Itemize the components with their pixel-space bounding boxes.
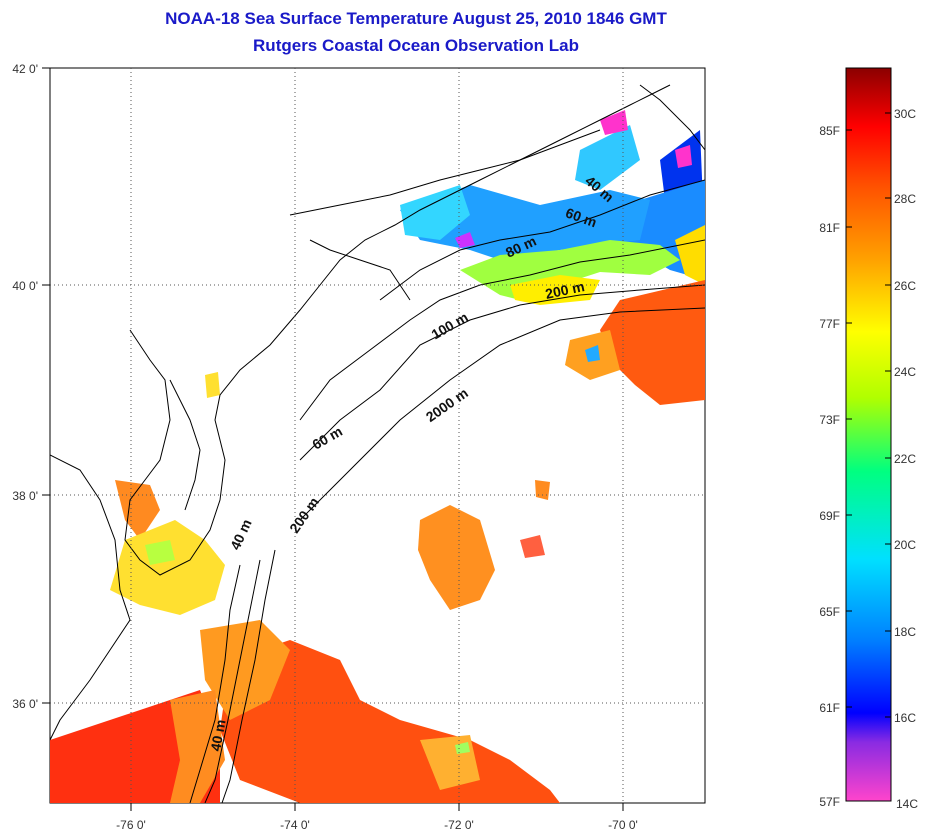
temperature-colorbar bbox=[845, 67, 892, 802]
sst-patch bbox=[600, 110, 628, 135]
colorbar-f-label: 85F bbox=[819, 124, 840, 138]
isobath-200m-north bbox=[299, 284, 705, 461]
colorbar-c-label: 16C bbox=[894, 711, 916, 725]
coastline bbox=[124, 84, 671, 576]
isobath-40m bbox=[189, 564, 241, 803]
coastline bbox=[169, 379, 201, 511]
colorbar-c-label: 24C bbox=[894, 365, 916, 379]
sst-patch bbox=[575, 125, 640, 190]
colorbar-f-label: 65F bbox=[819, 605, 840, 619]
colorbar-c-label: 22C bbox=[894, 452, 916, 466]
colorbar-c-label: 20C bbox=[894, 538, 916, 552]
isobath-60m bbox=[204, 559, 261, 803]
sst-patch bbox=[675, 225, 705, 285]
colorbar-c-label: 14C bbox=[896, 797, 918, 811]
sst-patch bbox=[200, 620, 290, 720]
isobath-100m bbox=[299, 239, 705, 421]
map-frame bbox=[49, 67, 706, 804]
colorbar-c-label: 28C bbox=[894, 192, 916, 206]
sst-patch bbox=[535, 480, 550, 500]
map-subtitle: Rutgers Coastal Ocean Observation Lab bbox=[253, 36, 579, 55]
sst-patch bbox=[400, 185, 470, 240]
colorbar-c-label: 26C bbox=[894, 279, 916, 293]
sst-patch bbox=[510, 275, 600, 305]
coastline bbox=[639, 84, 705, 151]
coastline-layer bbox=[50, 84, 705, 803]
lon-tick-label: -76 0' bbox=[116, 818, 146, 832]
axis-ticks bbox=[42, 67, 624, 811]
sst-patch bbox=[585, 345, 600, 362]
lat-tick-label: 40 0' bbox=[12, 279, 38, 293]
lon-tick-label: -74 0' bbox=[280, 818, 310, 832]
colorbar-f-label: 81F bbox=[819, 221, 840, 235]
isobath-label: 40 m bbox=[207, 718, 228, 752]
isobath-200m bbox=[221, 549, 276, 803]
sst-patch bbox=[455, 232, 475, 248]
graticule bbox=[50, 68, 705, 803]
coastline bbox=[289, 129, 601, 216]
colorbar-f-label: 73F bbox=[819, 413, 840, 427]
sst-patch bbox=[110, 520, 225, 615]
lat-tick-label: 42 0' bbox=[12, 62, 38, 76]
map-title: NOAA-18 Sea Surface Temperature August 2… bbox=[165, 9, 667, 28]
isobath-2000m bbox=[299, 307, 705, 521]
sst-data-layer bbox=[50, 110, 705, 803]
lon-tick-label: -70 0' bbox=[608, 818, 638, 832]
lat-tick-label: 36 0' bbox=[12, 697, 38, 711]
colorbar-f-label: 77F bbox=[819, 317, 840, 331]
sst-patch bbox=[418, 505, 495, 610]
colorbar-c-label: 18C bbox=[894, 625, 916, 639]
colorbar-c-label: 30C bbox=[894, 107, 916, 121]
coastline bbox=[50, 454, 131, 741]
colorbar-ticks bbox=[846, 112, 891, 718]
sst-patch bbox=[675, 145, 692, 168]
colorbar-f-label: 57F bbox=[819, 795, 840, 809]
coastline bbox=[309, 239, 411, 301]
lon-tick-label: -72 0' bbox=[444, 818, 474, 832]
sst-patch bbox=[205, 372, 220, 398]
sst-patch bbox=[145, 540, 175, 565]
sst-patch bbox=[170, 690, 225, 803]
sst-patch bbox=[520, 535, 545, 558]
colorbar-f-label: 69F bbox=[819, 509, 840, 523]
colorbar-f-label: 61F bbox=[819, 701, 840, 715]
lat-tick-label: 38 0' bbox=[12, 489, 38, 503]
isobath-60m-north bbox=[379, 179, 705, 301]
